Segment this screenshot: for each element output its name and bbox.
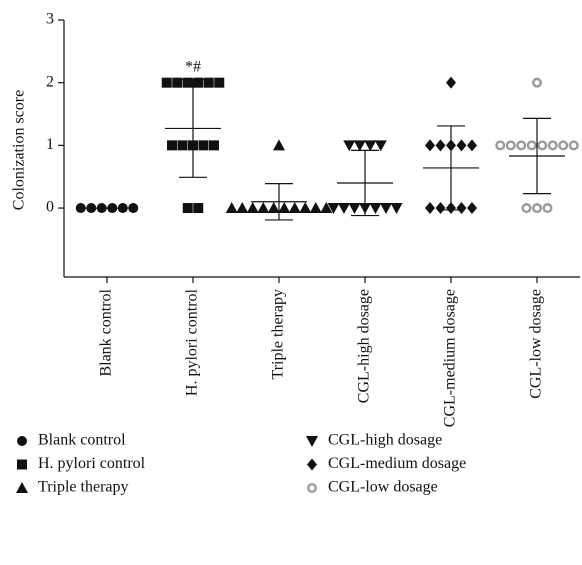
point bbox=[505, 140, 516, 151]
y-tick-label: 0 bbox=[46, 199, 54, 216]
point bbox=[435, 202, 446, 215]
point bbox=[299, 202, 312, 214]
point bbox=[446, 76, 456, 89]
point bbox=[516, 140, 527, 151]
point bbox=[526, 140, 537, 151]
point bbox=[558, 140, 569, 151]
point bbox=[568, 140, 579, 151]
point bbox=[320, 202, 333, 214]
legend-marker bbox=[17, 459, 27, 470]
point bbox=[278, 202, 291, 214]
point bbox=[542, 203, 553, 214]
point bbox=[521, 203, 532, 214]
legend-label: Triple therapy bbox=[38, 479, 129, 496]
point bbox=[547, 140, 558, 151]
point bbox=[374, 140, 387, 152]
point bbox=[309, 202, 322, 214]
point bbox=[435, 139, 446, 152]
point bbox=[343, 140, 356, 152]
point bbox=[348, 203, 361, 215]
legend-marker bbox=[16, 482, 28, 493]
y-tick-label: 2 bbox=[46, 73, 54, 90]
point bbox=[425, 139, 435, 152]
point bbox=[214, 77, 225, 88]
y-tick-label: 1 bbox=[46, 136, 54, 153]
point bbox=[182, 77, 193, 88]
point bbox=[456, 202, 467, 215]
point bbox=[369, 203, 382, 215]
legend-label: Blank control bbox=[38, 432, 126, 449]
point bbox=[327, 203, 340, 215]
point bbox=[338, 203, 350, 215]
legend-label: CGL-low dosage bbox=[328, 479, 438, 496]
point bbox=[532, 77, 543, 88]
x-tick-label: Triple therapy bbox=[270, 289, 287, 380]
point bbox=[236, 202, 249, 214]
point bbox=[209, 140, 219, 151]
point bbox=[425, 202, 435, 215]
y-axis-label: Colonization score bbox=[11, 90, 28, 210]
legend-label: H. pylori control bbox=[38, 455, 146, 472]
point bbox=[495, 140, 506, 151]
point bbox=[172, 77, 183, 88]
legend-marker bbox=[307, 483, 318, 494]
point bbox=[182, 203, 193, 214]
x-tick-label: H. pylori control bbox=[184, 288, 201, 396]
legend-marker bbox=[307, 458, 317, 471]
point bbox=[193, 203, 204, 214]
point bbox=[467, 139, 477, 152]
annotation: *# bbox=[185, 58, 201, 75]
point bbox=[364, 140, 377, 152]
point bbox=[390, 203, 403, 215]
point bbox=[161, 77, 172, 88]
point bbox=[246, 202, 259, 214]
x-tick-label: Blank control bbox=[98, 288, 115, 376]
point bbox=[203, 77, 214, 88]
x-tick-label: CGL-high dosage bbox=[356, 289, 373, 403]
x-tick-label: CGL-medium dosage bbox=[442, 289, 459, 427]
point bbox=[273, 139, 285, 151]
point bbox=[288, 202, 301, 214]
legend-marker bbox=[17, 436, 27, 446]
point bbox=[353, 140, 366, 152]
point bbox=[267, 202, 280, 214]
point bbox=[456, 139, 467, 152]
point bbox=[257, 202, 270, 214]
y-tick-label: 3 bbox=[46, 11, 54, 28]
legend-label: CGL-medium dosage bbox=[328, 455, 466, 472]
point bbox=[193, 77, 204, 88]
legend-label: CGL-high dosage bbox=[328, 432, 442, 449]
point bbox=[380, 203, 392, 215]
point bbox=[198, 140, 209, 151]
point bbox=[532, 203, 543, 214]
x-tick-label: CGL-low dosage bbox=[528, 289, 545, 399]
point bbox=[467, 202, 477, 215]
point bbox=[167, 140, 177, 151]
legend-marker bbox=[306, 436, 318, 447]
point bbox=[537, 140, 548, 151]
point bbox=[177, 140, 188, 151]
point bbox=[225, 202, 238, 214]
